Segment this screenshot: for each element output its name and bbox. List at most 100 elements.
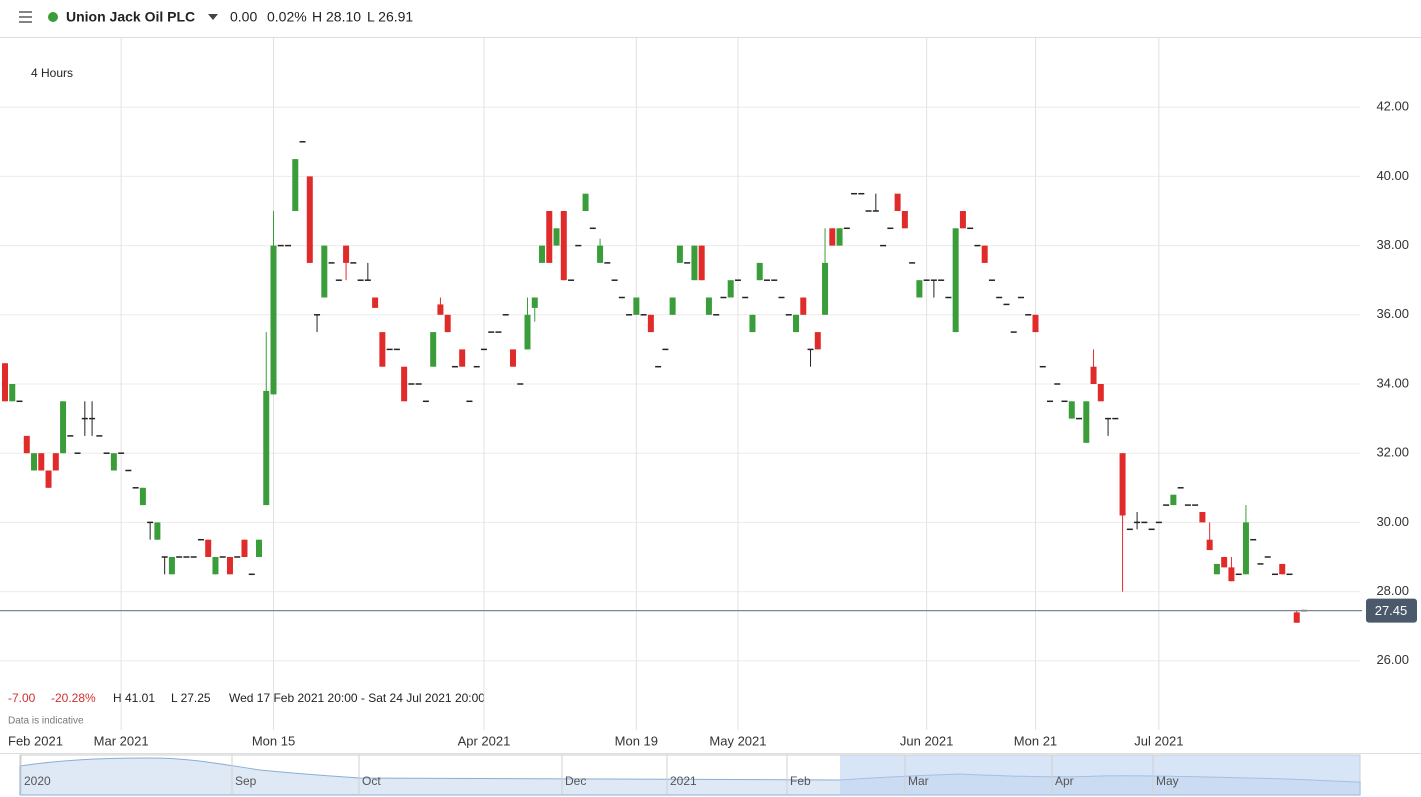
- navigator-label: Oct: [362, 774, 381, 788]
- candle-body: [582, 193, 589, 211]
- candle-body: [756, 262, 763, 281]
- interval-label[interactable]: 4 Hours: [31, 66, 73, 80]
- navigator-label: Mar: [908, 774, 929, 788]
- candle-body: [814, 332, 821, 350]
- last-price-tag: [1366, 598, 1417, 623]
- candle-body: [749, 314, 756, 333]
- y-tick-label: 32.00: [1376, 445, 1409, 460]
- candle-body: [531, 297, 538, 308]
- candle-body: [981, 245, 988, 263]
- navigator-label: May: [1156, 774, 1179, 788]
- x-tick-label: Mon 19: [615, 733, 658, 748]
- navigator-label: Dec: [565, 774, 586, 788]
- candle-body: [1119, 453, 1126, 516]
- candle-body: [698, 245, 705, 281]
- candle-body: [306, 176, 313, 263]
- candle-body: [676, 245, 683, 263]
- candle-body: [23, 435, 30, 454]
- navigator-label: Sep: [235, 774, 257, 788]
- x-tick-label: Mar 2021: [94, 733, 149, 748]
- candle-body: [437, 304, 444, 315]
- candle-body: [691, 245, 698, 281]
- candle-body: [459, 349, 466, 367]
- candle-body: [705, 297, 712, 315]
- candle-body: [1170, 494, 1177, 506]
- stat-high: H 41.01: [113, 691, 155, 705]
- candle-body: [1090, 366, 1097, 384]
- candle-body: [546, 211, 553, 263]
- candle-body: [212, 557, 219, 575]
- candle-body: [509, 349, 516, 367]
- candle-body: [270, 245, 277, 395]
- navigator-label: Feb: [790, 774, 811, 788]
- candle-body: [1221, 557, 1228, 568]
- candle-body: [444, 314, 451, 333]
- candle-body: [2, 363, 8, 402]
- instrument-title[interactable]: Union Jack Oil PLC: [66, 9, 195, 25]
- candle-body: [647, 314, 654, 333]
- candle-body: [793, 314, 800, 333]
- candle-body: [959, 211, 966, 229]
- candle-body: [560, 211, 567, 281]
- y-tick-label: 36.00: [1376, 306, 1409, 321]
- candle-body: [154, 522, 161, 540]
- candle-body: [539, 245, 546, 263]
- candle-body: [292, 159, 299, 211]
- menu-icon[interactable]: [19, 11, 32, 23]
- navigator-window[interactable]: [840, 755, 1360, 795]
- x-tick-label: Mon 15: [252, 733, 295, 748]
- y-tick-label: 42.00: [1376, 99, 1409, 114]
- candle-body: [1228, 567, 1235, 582]
- y-tick-label: 28.00: [1376, 583, 1409, 598]
- candle-body: [110, 453, 117, 471]
- candle-body: [168, 557, 175, 575]
- stat-change-pct: -20.28%: [51, 691, 96, 705]
- x-tick-label: Mon 21: [1014, 733, 1057, 748]
- stat-change: -7.00: [8, 691, 36, 705]
- y-tick-label: 34.00: [1376, 375, 1409, 390]
- x-tick-label: Jun 2021: [900, 733, 954, 748]
- candle-body: [901, 211, 908, 229]
- last-price-label: 27.45: [1375, 603, 1408, 618]
- candle-body: [343, 245, 350, 263]
- dropdown-caret[interactable]: [208, 14, 218, 20]
- y-tick-label: 30.00: [1376, 514, 1409, 529]
- candle-body: [894, 193, 901, 211]
- candle-body: [1068, 401, 1075, 419]
- candle-body: [321, 245, 328, 298]
- candle-body: [60, 401, 67, 454]
- navigator-label: Apr: [1055, 774, 1074, 788]
- candle-body: [1242, 522, 1249, 575]
- candle-body: [31, 453, 38, 471]
- candle-body: [430, 332, 437, 367]
- candle-body: [1083, 401, 1090, 443]
- candle-body: [241, 539, 248, 557]
- status-dot: [48, 12, 58, 22]
- header-low: L 26.91: [367, 9, 413, 25]
- candle-body: [1032, 314, 1039, 333]
- stat-range: Wed 17 Feb 2021 20:00 - Sat 24 Jul 2021 …: [229, 691, 485, 705]
- candle-body: [1279, 563, 1286, 575]
- x-tick-label: Jul 2021: [1134, 733, 1183, 748]
- candle-body: [379, 332, 386, 367]
- candle-body: [38, 453, 45, 471]
- candle-body: [633, 297, 640, 315]
- y-tick-label: 38.00: [1376, 237, 1409, 252]
- header-change-pct: 0.02%: [267, 9, 307, 25]
- navigator-label: 2020: [24, 774, 51, 788]
- navigator-ticks: 2020 Sep Oct Dec 2021 Feb Mar Apr May: [20, 755, 1179, 795]
- candle-body: [45, 470, 52, 488]
- candle-body: [669, 297, 676, 315]
- candle-body: [553, 228, 560, 246]
- candle-body: [255, 539, 262, 557]
- candle-body: [727, 280, 734, 298]
- candle-body: [401, 366, 408, 402]
- candle-body: [829, 228, 836, 246]
- candle-body: [952, 228, 959, 333]
- candle-body: [52, 453, 59, 471]
- candle-body: [822, 262, 829, 315]
- data-note: Data is indicative: [8, 716, 84, 727]
- candle-body: [916, 280, 923, 298]
